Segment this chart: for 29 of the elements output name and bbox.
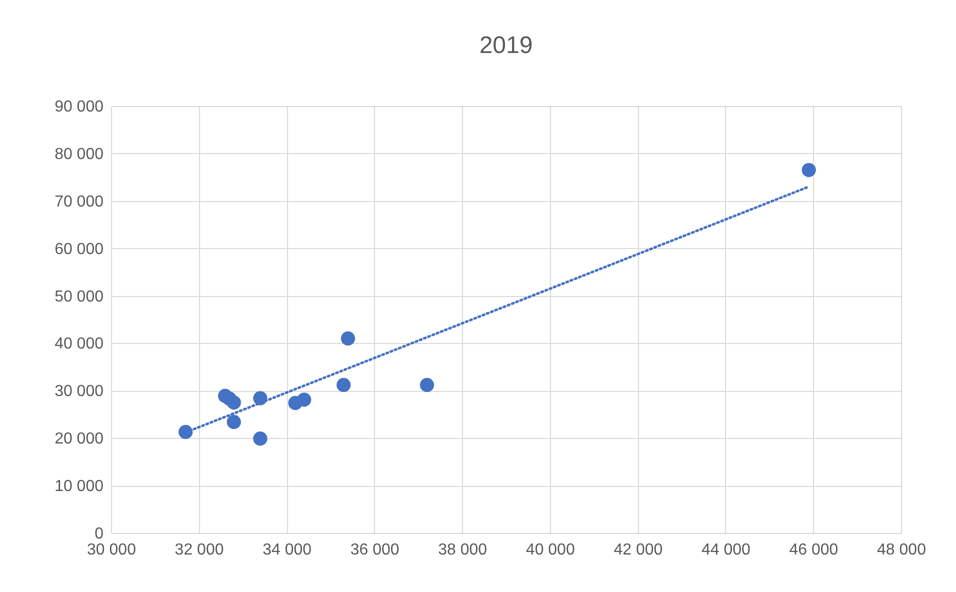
point	[226, 395, 241, 410]
y-tick-label: 30 000	[54, 383, 104, 400]
point	[253, 432, 268, 446]
x-tick-label: 32 000	[174, 542, 224, 558]
x-tick-label: 38 000	[438, 542, 488, 558]
x-tick-label: 44 000	[701, 542, 751, 558]
x-tick-label: 42 000	[614, 542, 663, 558]
y-tick-label: 0	[94, 526, 104, 542]
point	[802, 162, 816, 178]
x-tick-label: 36 000	[350, 542, 400, 558]
x-tick-label: 40 000	[526, 542, 575, 558]
x-tick-label: 46 000	[789, 542, 838, 558]
y-tick-label: 80 000	[54, 146, 104, 163]
y-tick-label: 10 000	[54, 478, 104, 496]
y-tick-label: 90 000	[54, 98, 104, 116]
chart-title: 2019	[479, 32, 533, 59]
point	[420, 378, 434, 392]
point	[336, 378, 351, 392]
x-tick-label: 48 000	[877, 542, 926, 558]
y-tick-label: 70 000	[54, 193, 104, 210]
point	[297, 392, 312, 407]
x-tick-label: 34 000	[262, 542, 312, 558]
y-tick-label: 20 000	[54, 430, 104, 448]
y-tick-label: 40 000	[54, 336, 104, 353]
point	[226, 414, 241, 430]
x-tick-label: 30 000	[87, 542, 136, 558]
point	[340, 331, 356, 346]
y-tick-label: 50 000	[54, 288, 104, 306]
y-tick-label: 60 000	[54, 240, 104, 258]
